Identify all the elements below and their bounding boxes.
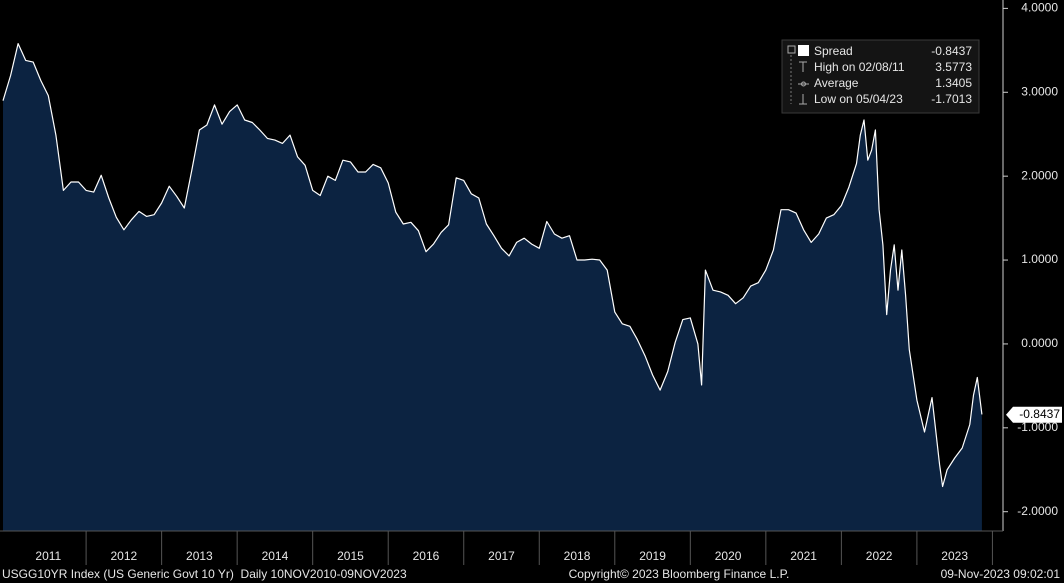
footer-center: Copyright© 2023 Bloomberg Finance L.P. xyxy=(569,567,790,581)
line xyxy=(2,43,983,488)
legend-low-icon xyxy=(799,94,807,105)
x-tick-label: 2020 xyxy=(715,549,742,563)
footer-left: USGG10YR Index (US Generic Govt 10 Yr) D… xyxy=(2,567,407,581)
legend: Spread -0.8437 High on 02/08/11 3.5773 A… xyxy=(781,39,980,114)
y-tick-label: 4.0000 xyxy=(1021,1,1058,15)
y-tick-label: 3.0000 xyxy=(1021,84,1058,98)
legend-label: Low on 05/04/23 xyxy=(814,92,903,106)
legend-value: -0.8437 xyxy=(931,44,972,58)
last-value-label: -0.8437 xyxy=(1019,407,1060,421)
x-tick-label: 2017 xyxy=(488,549,515,563)
plot-area xyxy=(2,43,983,531)
x-tick-label: 2018 xyxy=(564,549,591,563)
x-tick-label: 2015 xyxy=(337,549,364,563)
x-tick-label: 2013 xyxy=(186,549,213,563)
x-tick-label: 2019 xyxy=(639,549,666,563)
legend-swatch xyxy=(798,45,809,56)
legend-collapse-icon xyxy=(787,45,796,54)
legend-label: Spread xyxy=(814,44,853,58)
y-tick-label: -1.0000 xyxy=(1017,420,1058,434)
legend-value: -1.7013 xyxy=(931,92,972,106)
x-tick-label: 2012 xyxy=(111,549,138,563)
x-tick-label: 2016 xyxy=(413,549,440,563)
legend-box xyxy=(781,39,980,114)
x-tick-label: 2014 xyxy=(262,549,289,563)
y-tick-label: 0.0000 xyxy=(1021,336,1058,350)
y-tick-label: 2.0000 xyxy=(1021,168,1058,182)
x-tick-label: 2011 xyxy=(35,549,61,563)
x-tick-label: 2022 xyxy=(866,549,893,563)
legend-label: Average xyxy=(814,76,859,90)
legend-value: 1.3405 xyxy=(935,76,972,90)
y-tick-label: -2.0000 xyxy=(1017,504,1058,518)
legend-high-icon xyxy=(799,61,807,72)
legend-value: 3.5773 xyxy=(935,60,972,74)
y-tick-label: 1.0000 xyxy=(1021,252,1058,266)
x-tick-label: 2021 xyxy=(790,549,817,563)
last-value-marker xyxy=(1006,406,1062,423)
legend-label: High on 02/08/11 xyxy=(814,60,905,74)
footer-right: 09-Nov-2023 09:02:01 xyxy=(941,567,1061,581)
x-tick-label: 2023 xyxy=(941,549,968,563)
area xyxy=(3,43,982,531)
legend-average-icon xyxy=(798,81,809,87)
